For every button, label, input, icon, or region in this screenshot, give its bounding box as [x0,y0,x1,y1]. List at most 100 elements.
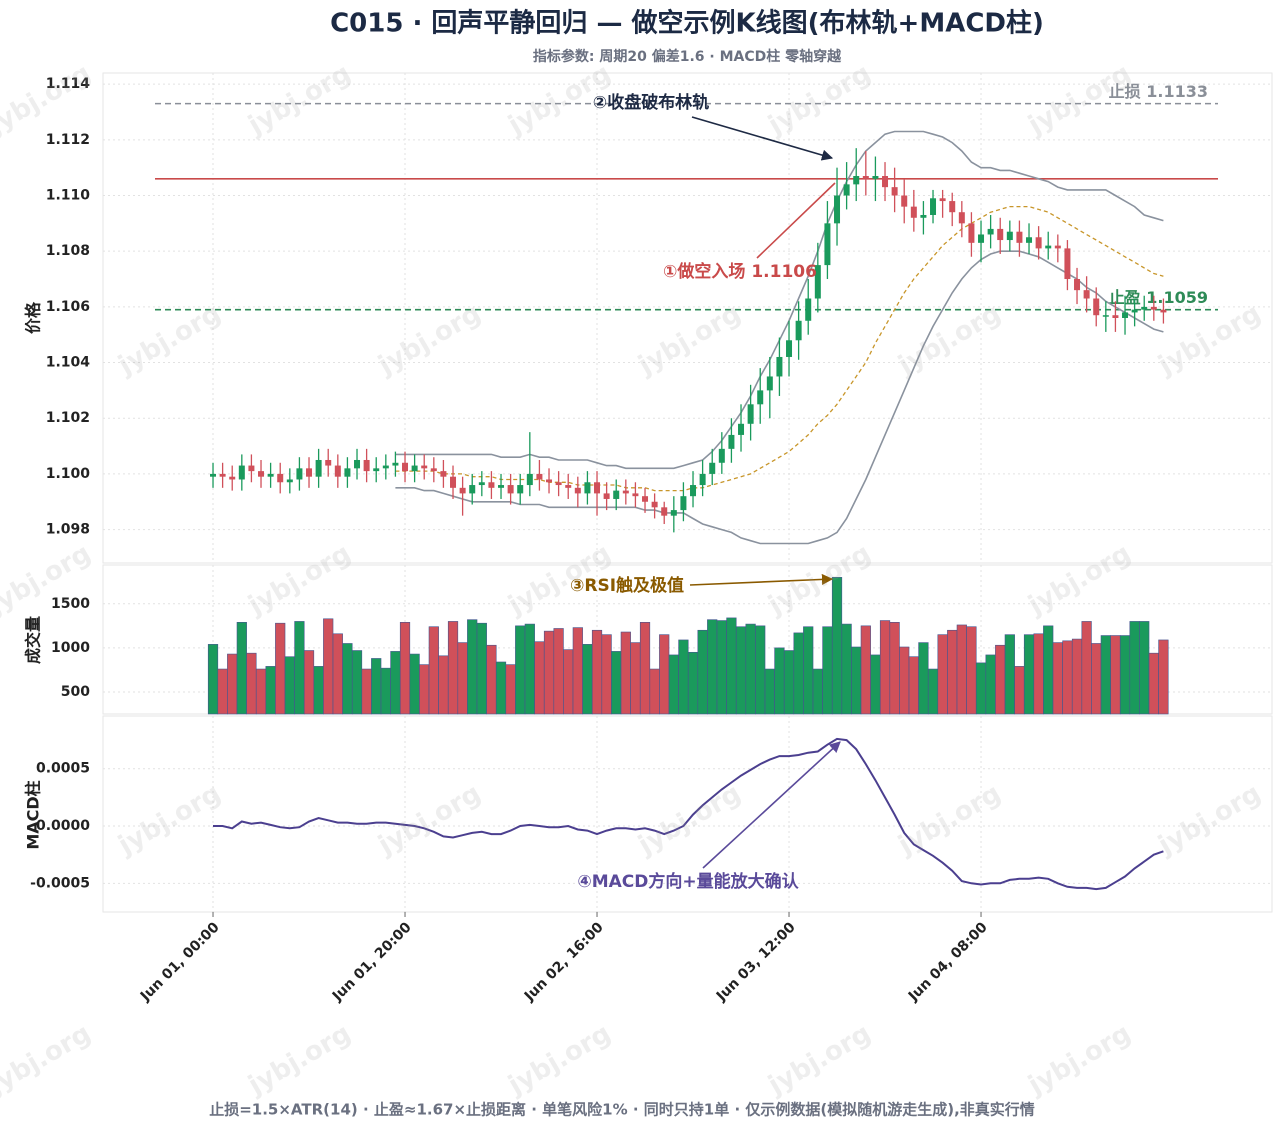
watermark: jybj.org [1153,778,1266,861]
volume-bar [678,639,689,715]
chart-title: C015 · 回声平静回归 — 做空示例K线图(布林轨+MACD柱) [330,8,1044,39]
volume-bar [1091,643,1102,715]
candle-body [1122,312,1129,318]
volume-bar [659,634,670,715]
volume-bar [937,634,948,715]
volume-bar [447,621,459,715]
volume-bar [1014,666,1025,715]
candle-body [1074,279,1081,291]
volume-bar [303,650,315,715]
volume-bar [457,642,468,715]
volume-bar [495,661,507,715]
volume-bar [803,626,814,715]
volume-bar [812,668,823,715]
volume-bar [1062,640,1073,715]
candle-body [1045,245,1052,249]
y-tick-label: 1.104 [46,355,91,371]
volume-bar [908,656,919,715]
volume-bar [822,626,833,715]
candle-body [306,468,313,477]
watermark: jybj.org [243,58,356,141]
y-tick-label: 500 [61,684,90,700]
candle-body [354,459,361,469]
volume-bar [1004,634,1015,715]
volume-bar [947,629,958,715]
y-tick-label: 1.098 [46,522,90,538]
volume-bar [294,621,305,715]
volume-bar [207,644,219,715]
candle-body [277,473,284,483]
watermark: jybj.org [633,298,746,381]
candle-body [747,404,754,424]
watermark: jybj.org [373,298,486,381]
volume-bar [255,668,267,715]
candle-body [594,482,601,494]
y-tick-label: -0.0005 [30,875,90,891]
volume-bar [630,642,641,715]
candle-body [315,459,322,477]
candle-body [834,195,841,224]
volume-bar [707,619,718,715]
y-axis-label: MACD柱 [24,780,43,849]
chart-subtitle: 指标参数: 周期20 偏差1.6 · MACD柱 零轴穿越 [533,48,842,65]
volume-bar [1071,638,1083,715]
volume-bar [1129,621,1140,715]
candle-body [862,176,869,179]
candle-body [670,510,677,516]
volume-bar [726,617,737,715]
candle-body [507,485,514,494]
y-axis-label: 价格 [24,301,43,334]
volume-bar [1100,635,1111,715]
candle-body [805,298,812,321]
annotation: ①做空入场 1.1106 [663,261,817,282]
watermark: jybj.org [633,778,746,861]
volume-bar [467,619,478,715]
candle-body [421,465,428,469]
volume-bar [1052,642,1063,715]
watermark: jybj.org [763,1018,876,1101]
volume-bar [591,629,603,715]
watermark: jybj.org [113,298,226,381]
candle-body [997,228,1004,241]
level-label: 止盈 1.1059 [1109,288,1208,307]
y-tick-label: 1.112 [46,132,90,148]
volume-bar [1033,633,1044,715]
candle-body [901,195,908,207]
annotation-arrow [691,116,834,161]
candle-body [1160,309,1167,313]
candle-body [757,390,764,405]
candle-body [622,490,629,494]
candle-body [1150,306,1157,310]
volume-bar [927,668,939,715]
volume-bar [505,664,516,715]
candle-body [373,468,380,472]
volume-bar [476,622,487,715]
volume-bar [515,625,526,715]
volume-bar [351,650,363,715]
candle-body [1035,237,1042,249]
candle-body [949,201,956,213]
volume-bar [419,664,430,715]
annotation-arrow [702,741,841,869]
candle-body [258,471,265,477]
volume-bar [265,666,276,715]
candle-body [210,473,217,477]
candle-body [882,176,889,188]
panel-frame [102,72,1273,564]
volume-bar [563,649,574,715]
candle-body [632,493,639,497]
candle-body [661,507,668,516]
watermark: jybj.org [243,1018,356,1101]
volume-bar [620,631,631,715]
volume-bar [275,622,286,715]
volume-bar [572,627,583,715]
footer: 止损=1.5×ATR(14) · 止盈≈1.67×止损距离 · 单笔风险1% ·… [209,1101,1035,1119]
watermark: jybj.org [763,58,876,141]
watermark: jybj.org [893,778,1006,861]
watermark: jybj.org [373,778,486,861]
volume-bar [745,623,756,715]
candle-body [286,479,293,483]
candle-body [574,487,581,494]
candle-body [920,214,927,218]
panel-frame [102,715,1273,913]
